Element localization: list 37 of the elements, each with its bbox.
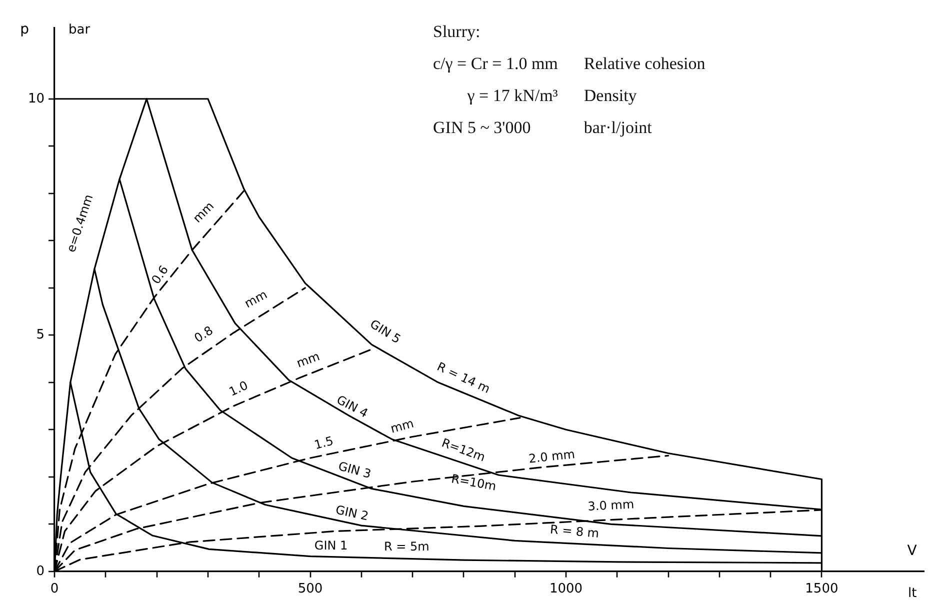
annotation: Density: [584, 86, 638, 106]
annotation: bar: [68, 22, 91, 38]
annotation: mm: [190, 198, 217, 226]
annotation: 1.5: [312, 434, 335, 452]
annotation: bar·l/joint: [584, 118, 653, 138]
annotation: Relative cohesion: [584, 54, 706, 74]
x-tick-label: 0: [50, 582, 59, 597]
annotation: GIN 3: [336, 458, 373, 482]
annotation: GIN 2: [334, 502, 370, 524]
annotation: 1.0: [226, 378, 250, 399]
x-tick-label: 1000: [549, 582, 583, 597]
y-tick-label: 10: [28, 91, 45, 106]
annotation: γ = 17 kN/m³: [466, 86, 558, 106]
text: lt: [908, 586, 917, 601]
x-tick-label: 500: [298, 582, 323, 597]
annotation: 0.8: [192, 323, 216, 346]
annotation: 0.6: [148, 262, 172, 287]
x-tick-label: 1500: [805, 582, 838, 597]
annotation: mm: [388, 416, 416, 436]
x-axis-title: V: [907, 543, 918, 560]
y-axis-title: p: [20, 22, 30, 38]
annotation: mm: [294, 349, 322, 370]
y-tick-label: 5: [36, 328, 45, 343]
annotation: mm: [242, 287, 270, 311]
annotation: GIN 5: [368, 316, 404, 346]
annotation: c/γ = Cr = 1.0 mm: [433, 54, 558, 74]
annotation: 2.0 mm: [528, 447, 576, 466]
annotation: 3.0 mm: [587, 497, 634, 514]
annotation: R = 8 m: [549, 522, 600, 541]
annotation: R = 5m: [384, 540, 430, 554]
annotation: Slurry:: [433, 22, 482, 42]
annotation: GIN 5 ~ 3'000: [433, 118, 532, 138]
annotation: GIN 1: [314, 538, 348, 553]
annotation: GIN 4: [334, 392, 370, 421]
annotation: R=10m: [450, 472, 498, 494]
y-tick-label: 0: [36, 564, 45, 579]
annotation: R = 14 m: [434, 359, 492, 396]
